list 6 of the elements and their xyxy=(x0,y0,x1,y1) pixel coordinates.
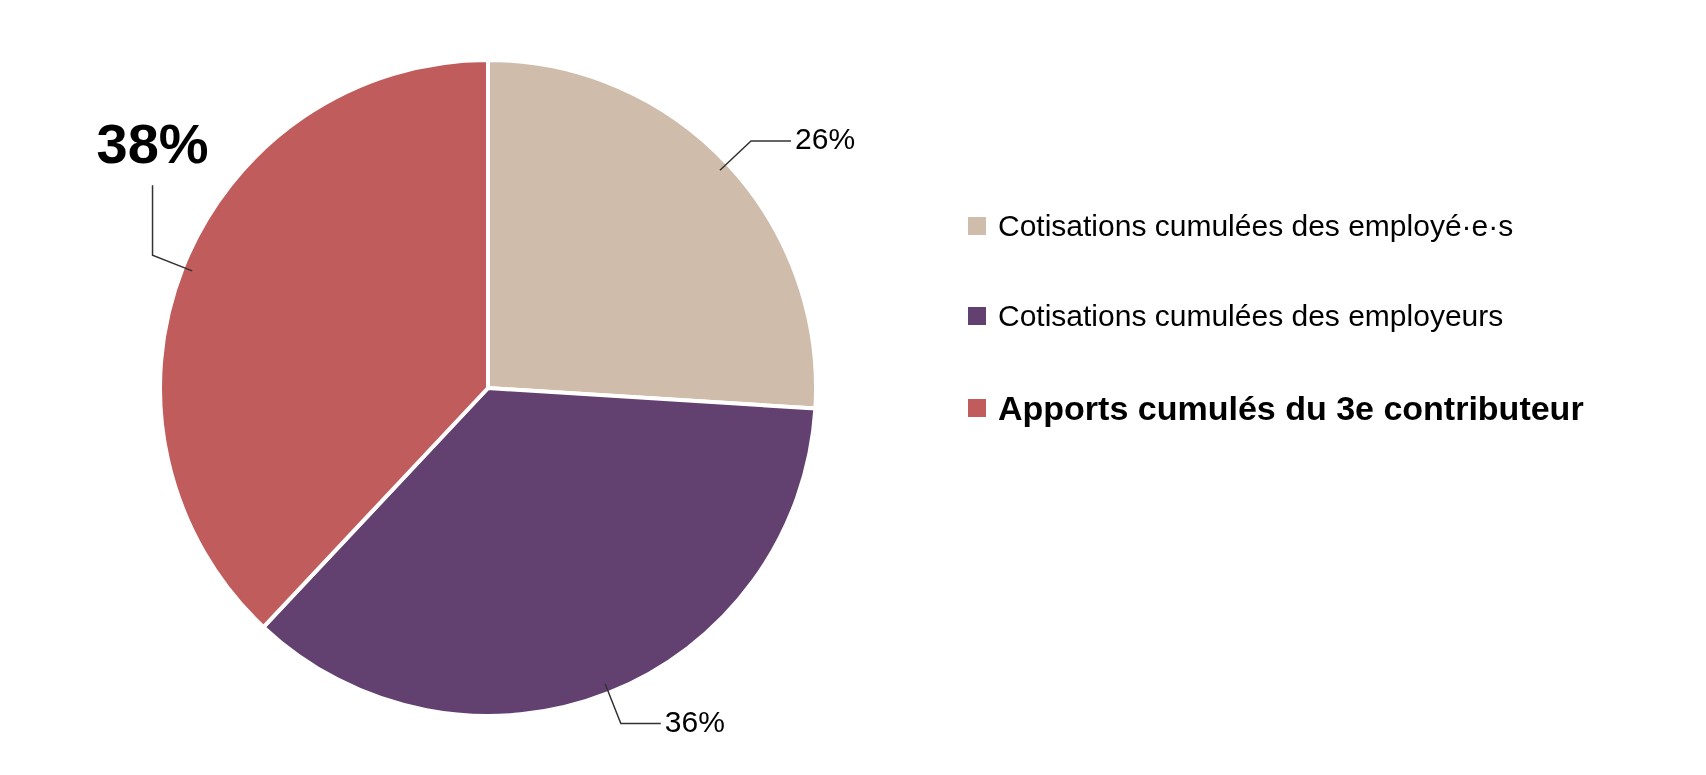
data-label: 36% xyxy=(664,704,725,738)
legend-label: Cotisations cumulées des employeurs xyxy=(998,298,1504,333)
data-label: 26% xyxy=(795,122,856,156)
legend-label: Cotisations cumulées des employé·e·s xyxy=(998,208,1514,243)
data-label: 38% xyxy=(96,111,209,175)
legend-label: Apports cumulés du 3e contributeur xyxy=(998,388,1584,428)
